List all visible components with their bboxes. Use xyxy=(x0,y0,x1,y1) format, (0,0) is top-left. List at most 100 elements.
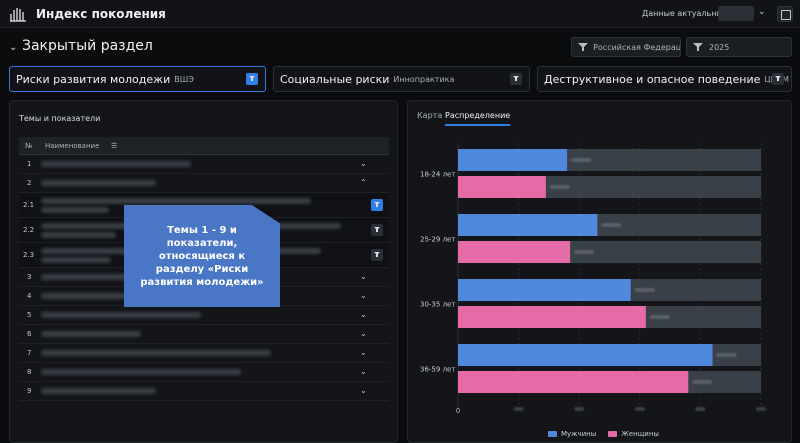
filter-icon xyxy=(693,42,703,52)
filter-icon[interactable] xyxy=(371,224,383,236)
category-card-social-risks[interactable]: Социальные риски Иннопрактика xyxy=(273,66,530,92)
logo-icon xyxy=(10,8,26,22)
data-label-redacted xyxy=(574,250,595,254)
year-filter[interactable]: 2025 xyxy=(686,37,792,57)
filter-icon[interactable] xyxy=(371,199,383,211)
topic-row[interactable]: 8 ⌄ xyxy=(19,363,389,382)
category-source: Иннопрактика xyxy=(393,74,455,84)
topic-row[interactable]: 9 ⌄ xyxy=(19,382,389,401)
category-label: 36-59 лет xyxy=(420,366,455,374)
chevron-down-icon[interactable]: ⌄ xyxy=(360,272,367,281)
row-name-redacted xyxy=(41,312,201,318)
x-tick-label: 0 xyxy=(456,407,460,415)
bar-men xyxy=(458,279,631,301)
annotation-callout: Темы 1 - 9 и показатели, относящиеся к р… xyxy=(124,205,280,307)
chevron-up-icon[interactable]: ⌃ xyxy=(360,178,367,187)
chevron-down-icon[interactable]: ⌄ xyxy=(360,329,367,338)
legend-label: Мужчины xyxy=(561,430,597,438)
chevron-down-icon[interactable]: ⌄ xyxy=(360,348,367,357)
app-title: Индекс поколения xyxy=(36,7,166,21)
row-name-redacted xyxy=(41,161,191,167)
chevron-down-icon[interactable]: ⌄ xyxy=(9,42,18,53)
x-tick-label-redacted xyxy=(756,407,766,411)
row-name-redacted xyxy=(41,207,109,213)
category-title: Риски развития молодежи xyxy=(16,72,171,86)
category-label: 18-24 лет xyxy=(420,171,455,179)
callout-text: Темы 1 - 9 и показатели, относящиеся к р… xyxy=(140,224,264,288)
row-number: 2.3 xyxy=(23,251,35,259)
category-card-youth-risks[interactable]: Риски развития молодежи ВШЭ xyxy=(9,66,266,92)
chevron-down-icon[interactable]: ⌄ xyxy=(360,386,367,395)
topic-row[interactable]: 7 ⌄ xyxy=(19,344,389,363)
bar-men xyxy=(458,149,568,171)
bar-women xyxy=(458,306,646,328)
topic-row[interactable]: 1 ⌄ xyxy=(19,155,389,174)
legend-swatch xyxy=(608,431,618,437)
row-number: 3 xyxy=(27,273,32,281)
filter-icon[interactable] xyxy=(371,249,383,261)
data-label-redacted xyxy=(601,223,622,227)
legend-label: Женщины xyxy=(621,430,659,438)
sidebar-toggle-icon[interactable] xyxy=(777,6,793,22)
category-card-destructive-behavior[interactable]: Деструктивное и опасное поведение ЦИСМ xyxy=(537,66,792,92)
x-tick-label-redacted xyxy=(513,407,524,411)
topic-row[interactable]: 6 ⌄ xyxy=(19,325,389,344)
chevron-down-icon[interactable]: ⌄ xyxy=(360,159,367,168)
row-number: 2 xyxy=(27,179,32,187)
chevron-down-icon[interactable]: ⌄ xyxy=(360,291,367,300)
row-name-redacted xyxy=(41,293,146,299)
row-name-redacted xyxy=(41,198,311,204)
data-label-redacted xyxy=(716,353,737,357)
legend-swatch xyxy=(548,431,557,437)
distribution-chart: 0 18-24 лет 25-29 лет 30-35 лет 36-59 лет xyxy=(420,143,766,415)
section-title: Закрытый раздел xyxy=(22,38,153,54)
legend-item-women[interactable]: Женщины xyxy=(608,430,659,438)
row-number: 6 xyxy=(27,330,32,338)
row-name-redacted xyxy=(41,274,181,280)
chevron-down-icon[interactable]: ⌄ xyxy=(758,7,766,17)
row-number: 2.2 xyxy=(23,226,35,234)
filter-icon[interactable] xyxy=(772,73,784,85)
bar-women xyxy=(458,371,689,393)
chart-legend: Мужчины Женщины xyxy=(548,430,671,438)
filter-icon xyxy=(578,42,589,52)
topic-row[interactable]: 5 ⌄ xyxy=(19,306,389,325)
filter-icon[interactable] xyxy=(246,73,258,85)
x-tick-label-redacted xyxy=(695,407,706,411)
row-number: 2.1 xyxy=(23,201,35,209)
tab-distribution[interactable]: Распределение xyxy=(445,111,511,126)
tab-map[interactable]: Карта xyxy=(417,111,443,120)
row-number: 5 xyxy=(27,311,32,319)
data-actual-label: Данные актуальны на xyxy=(642,9,736,18)
table-header: № Наименование ☰ xyxy=(19,137,389,155)
topics-panel-title: Темы и показатели xyxy=(19,114,101,123)
row-name-redacted xyxy=(41,369,241,375)
chevron-down-icon[interactable]: ⌄ xyxy=(360,310,367,319)
sort-icon[interactable]: ☰ xyxy=(111,142,118,150)
x-tick-label-redacted xyxy=(574,407,585,411)
region-filter[interactable]: Российская Федерац... xyxy=(571,37,681,57)
category-title: Социальные риски xyxy=(280,72,390,86)
category-source: ВШЭ xyxy=(174,74,194,84)
chart-panel: Карта Распределение 0 18-24 лет 25-29 лет 3… xyxy=(407,100,792,443)
category-label: 25-29 лет xyxy=(420,236,455,244)
data-label-redacted xyxy=(634,288,655,292)
bar-women xyxy=(458,176,546,198)
column-name[interactable]: Наименование xyxy=(45,142,100,150)
row-number: 9 xyxy=(27,387,32,395)
category-title: Деструктивное и опасное поведение xyxy=(544,72,761,86)
filter-icon[interactable] xyxy=(510,73,522,85)
row-number: 7 xyxy=(27,349,32,357)
row-name-redacted xyxy=(41,350,271,356)
bar-women xyxy=(458,241,571,263)
chevron-down-icon[interactable]: ⌄ xyxy=(360,367,367,376)
bar-men xyxy=(458,214,598,236)
category-label: 30-35 лет xyxy=(420,301,455,309)
row-name-redacted xyxy=(41,232,116,238)
data-label-redacted xyxy=(571,158,592,162)
region-filter-value: Российская Федерац... xyxy=(593,42,680,52)
bar-men xyxy=(458,344,713,366)
topic-row[interactable]: 2 ⌃ xyxy=(19,174,389,193)
legend-item-men[interactable]: Мужчины xyxy=(548,430,596,438)
data-label-redacted xyxy=(549,185,570,189)
